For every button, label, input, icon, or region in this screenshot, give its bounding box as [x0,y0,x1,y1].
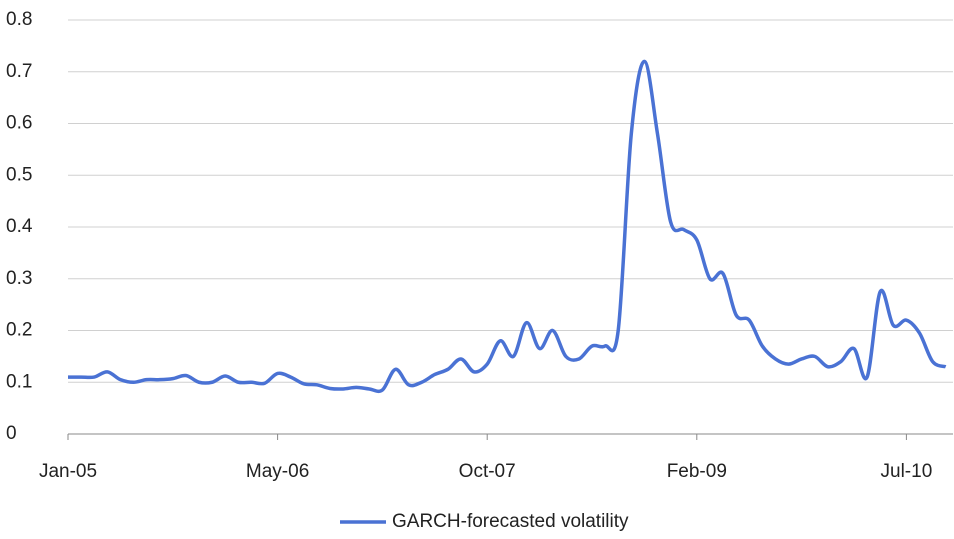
x-tick-label: Jul-10 [881,461,933,482]
data-line [68,59,947,394]
y-tick-label: 0 [6,423,17,444]
x-tick-label: Oct-07 [459,461,516,482]
x-tick-label: Feb-09 [667,461,727,482]
legend-label: GARCH-forecasted volatility [392,511,629,532]
y-tick-label: 0.3 [6,268,32,289]
x-tick-label: May-06 [246,461,309,482]
y-tick-label: 0.2 [6,320,32,341]
x-tick-label: Jan-05 [39,461,97,482]
y-tick-label: 0.8 [6,9,32,30]
y-tick-label: 0.7 [6,61,32,82]
y-tick-label: 0.4 [6,216,33,237]
y-tick-label: 0.5 [6,164,32,185]
y-tick-label: 0.1 [6,371,32,392]
y-tick-label: 0.6 [6,113,32,134]
